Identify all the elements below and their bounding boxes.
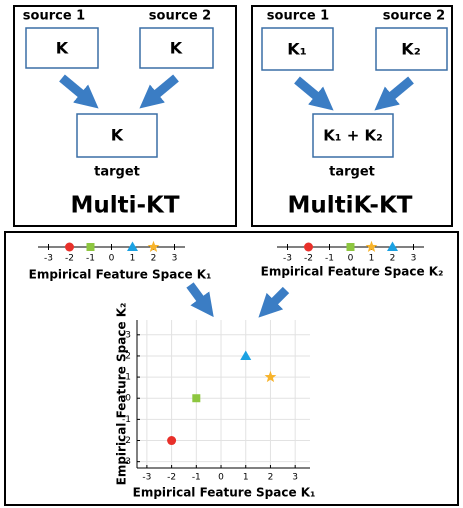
panel-frame bbox=[13, 5, 237, 227]
arrow bbox=[374, 76, 414, 111]
target-box bbox=[76, 113, 158, 158]
x-tick-label: 2 bbox=[268, 473, 274, 483]
source-caption: source 2 bbox=[383, 9, 445, 24]
y-tick-label: 2 bbox=[125, 351, 131, 361]
x-tick-label: 1 bbox=[243, 473, 249, 483]
panel-title: MultiK-KT bbox=[288, 193, 413, 219]
panel-title: Multi-KT bbox=[70, 193, 179, 219]
source-label: K bbox=[170, 39, 183, 58]
x-tick-label: 2 bbox=[151, 254, 157, 264]
source-box bbox=[375, 27, 448, 71]
marker bbox=[240, 350, 252, 360]
marker bbox=[365, 240, 378, 253]
x-tick-label: -2 bbox=[167, 473, 176, 483]
x-tick-label: 0 bbox=[109, 254, 115, 264]
y-tick-label: 3 bbox=[125, 330, 131, 340]
x-axis-label: Empirical Feature Space K₂ bbox=[261, 265, 444, 279]
charts: -3 -2 -1 0 1 2 3 Empirical Feature Space K₁ -3 -2… bbox=[29, 240, 444, 500]
y-tick-label: 0 bbox=[125, 394, 131, 404]
y-tick-label: 1 bbox=[125, 373, 131, 383]
arrow bbox=[294, 76, 334, 111]
x-tick-label: 2 bbox=[390, 254, 396, 264]
y-tick-label: -3 bbox=[122, 457, 131, 467]
source-label: K₁ bbox=[287, 40, 306, 59]
marker bbox=[387, 241, 398, 251]
x-axis-label: Empirical Feature Space K₁ bbox=[29, 268, 212, 282]
target-caption: target bbox=[329, 165, 375, 180]
source-caption: source 1 bbox=[23, 9, 85, 24]
marker bbox=[304, 242, 313, 252]
x-axis-label: Empirical Feature Space K₁ bbox=[133, 486, 316, 500]
marker bbox=[167, 436, 177, 446]
x-tick-label: -1 bbox=[325, 254, 334, 264]
target-label: K bbox=[111, 126, 124, 145]
y-axis-label: Empirical Feature Space K₂ bbox=[115, 303, 129, 486]
x-tick-label: 3 bbox=[172, 254, 178, 264]
source-caption: source 2 bbox=[149, 9, 211, 24]
arrow bbox=[258, 286, 290, 318]
x-tick-label: 1 bbox=[130, 254, 136, 264]
x-tick-label: 3 bbox=[411, 254, 417, 264]
marker bbox=[192, 394, 201, 403]
x-tick-label: -1 bbox=[86, 254, 95, 264]
source-label: K bbox=[56, 39, 69, 58]
marker bbox=[86, 243, 95, 251]
x-tick-label: 3 bbox=[292, 473, 298, 483]
x-tick-label: -1 bbox=[192, 473, 201, 483]
x-tick-label: -2 bbox=[304, 254, 313, 264]
target-caption: target bbox=[94, 165, 140, 180]
panel-frame bbox=[4, 231, 459, 506]
marker bbox=[264, 370, 277, 383]
x-tick-label: 1 bbox=[369, 254, 375, 264]
x-tick-label: -2 bbox=[65, 254, 74, 264]
source-box bbox=[25, 27, 99, 69]
arrow bbox=[186, 282, 214, 318]
target-box bbox=[312, 113, 394, 158]
source-box bbox=[261, 27, 334, 71]
target-label: K₁ + K₂ bbox=[323, 127, 382, 145]
panel-frame bbox=[251, 5, 453, 227]
marker bbox=[65, 242, 74, 252]
arrow bbox=[59, 74, 99, 109]
x-tick-label: 0 bbox=[218, 473, 224, 483]
source-label: K₂ bbox=[401, 40, 420, 59]
y-tick-label: -2 bbox=[122, 436, 131, 446]
marker bbox=[127, 241, 138, 251]
marker bbox=[147, 240, 160, 253]
y-tick-label: -1 bbox=[122, 415, 131, 425]
source-caption: source 1 bbox=[267, 9, 329, 24]
source-box bbox=[139, 27, 214, 69]
marker bbox=[346, 243, 355, 251]
x-tick-label: 0 bbox=[348, 254, 354, 264]
x-tick-label: -3 bbox=[142, 473, 151, 483]
x-tick-label: -3 bbox=[44, 254, 53, 264]
arrow bbox=[139, 74, 179, 109]
x-tick-label: -3 bbox=[283, 254, 292, 264]
